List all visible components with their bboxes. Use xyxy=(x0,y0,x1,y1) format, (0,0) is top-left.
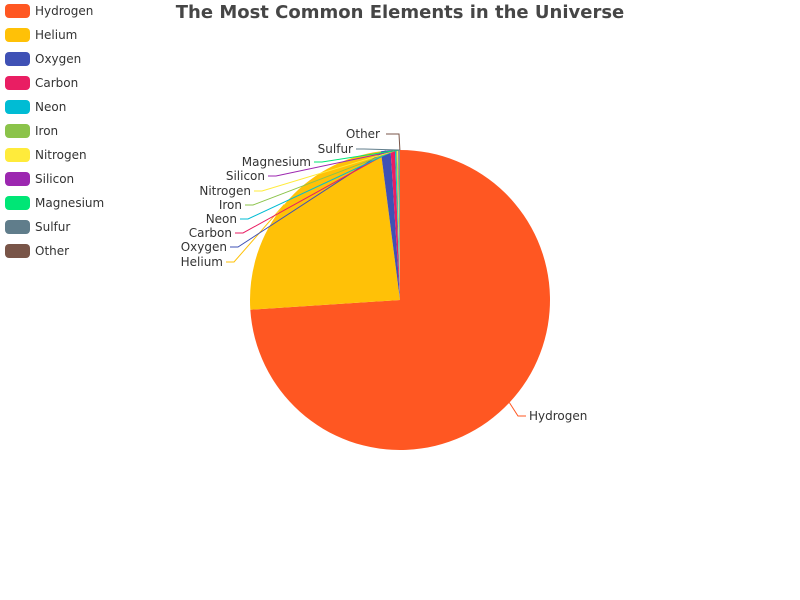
callout-line-neon xyxy=(240,149,396,220)
legend-item-nitrogen[interactable]: Nitrogen xyxy=(5,148,104,172)
legend-swatch-silicon xyxy=(5,172,30,186)
legend-swatch-other xyxy=(5,244,30,258)
pie-slice-oxygen[interactable] xyxy=(380,150,400,300)
callout-label-hydrogen: Hydrogen xyxy=(529,409,587,423)
callout-line-magnesium xyxy=(314,149,400,163)
legend-item-neon[interactable]: Neon xyxy=(5,100,104,124)
legend-label-oxygen: Oxygen xyxy=(35,52,82,66)
callout-label-oxygen: Oxygen xyxy=(181,240,227,254)
legend-item-sulfur[interactable]: Sulfur xyxy=(5,220,104,244)
callout-line-hydrogen xyxy=(508,402,526,417)
legend-item-silicon[interactable]: Silicon xyxy=(5,172,104,196)
callout-label-helium: Helium xyxy=(181,255,223,269)
legend-swatch-helium xyxy=(5,28,30,42)
legend-label-silicon: Silicon xyxy=(35,172,75,186)
legend-label-neon: Neon xyxy=(35,100,67,114)
legend-item-helium[interactable]: Helium xyxy=(5,28,104,52)
legend-item-other[interactable]: Other xyxy=(5,244,104,268)
pie-slice-carbon[interactable] xyxy=(390,150,400,300)
pie-slice-neon[interactable] xyxy=(394,150,400,300)
callout-line-other xyxy=(386,133,401,151)
callout-label-carbon: Carbon xyxy=(189,226,232,240)
pie-slice-helium[interactable] xyxy=(249,151,400,310)
legend-item-hydrogen[interactable]: Hydrogen xyxy=(5,4,104,28)
pie-slice-hydrogen[interactable] xyxy=(250,150,550,450)
legend-swatch-nitrogen xyxy=(5,148,30,162)
callout-line-silicon xyxy=(268,149,399,177)
legend-item-carbon[interactable]: Carbon xyxy=(5,76,104,100)
callout-label-other: Other xyxy=(346,127,380,141)
legend-swatch-carbon xyxy=(5,76,30,90)
legend-label-nitrogen: Nitrogen xyxy=(35,148,87,162)
pie-slice-sulfur[interactable] xyxy=(399,149,400,300)
legend-swatch-oxygen xyxy=(5,52,30,66)
legend-swatch-neon xyxy=(5,100,30,114)
callout-line-sulfur xyxy=(356,148,400,151)
legend-swatch-hydrogen xyxy=(5,4,30,18)
chart-title: The Most Common Elements in the Universe xyxy=(175,2,625,23)
legend-label-sulfur: Sulfur xyxy=(35,220,71,234)
pie-slice-nitrogen[interactable] xyxy=(397,150,400,300)
pie-slice-silicon[interactable] xyxy=(398,150,400,300)
legend-label-hydrogen: Hydrogen xyxy=(35,4,94,18)
pie-slice-magnesium[interactable] xyxy=(398,149,400,300)
callout-label-nitrogen: Nitrogen xyxy=(199,184,251,198)
legend-swatch-iron xyxy=(5,124,30,138)
callout-label-neon: Neon xyxy=(206,212,237,226)
callout-label-sulfur: Sulfur xyxy=(318,142,353,156)
callout-label-magnesium: Magnesium xyxy=(242,155,311,169)
legend-item-iron[interactable]: Iron xyxy=(5,124,104,148)
callout-line-helium xyxy=(226,204,285,263)
legend-label-magnesium: Magnesium xyxy=(35,196,105,210)
callout-label-silicon: Silicon xyxy=(226,169,265,183)
legend-label-other: Other xyxy=(35,244,70,258)
callout-line-iron xyxy=(245,149,397,206)
legend-label-helium: Helium xyxy=(35,28,78,42)
legend-swatch-sulfur xyxy=(5,220,30,234)
callout-line-oxygen xyxy=(230,150,386,248)
legend-item-magnesium[interactable]: Magnesium xyxy=(5,196,104,220)
legend-swatch-magnesium xyxy=(5,196,30,210)
callout-label-iron: Iron xyxy=(219,198,242,212)
legend-label-carbon: Carbon xyxy=(35,76,79,90)
legend-label-iron: Iron xyxy=(35,124,59,138)
legend-item-oxygen[interactable]: Oxygen xyxy=(5,52,104,76)
legend: Hydrogen Helium Oxygen Carbon Neon Iron Nitrog… xyxy=(5,4,104,268)
callout-line-carbon xyxy=(235,149,393,234)
pie-slice-iron[interactable] xyxy=(396,150,400,300)
callout-line-nitrogen xyxy=(254,149,398,192)
